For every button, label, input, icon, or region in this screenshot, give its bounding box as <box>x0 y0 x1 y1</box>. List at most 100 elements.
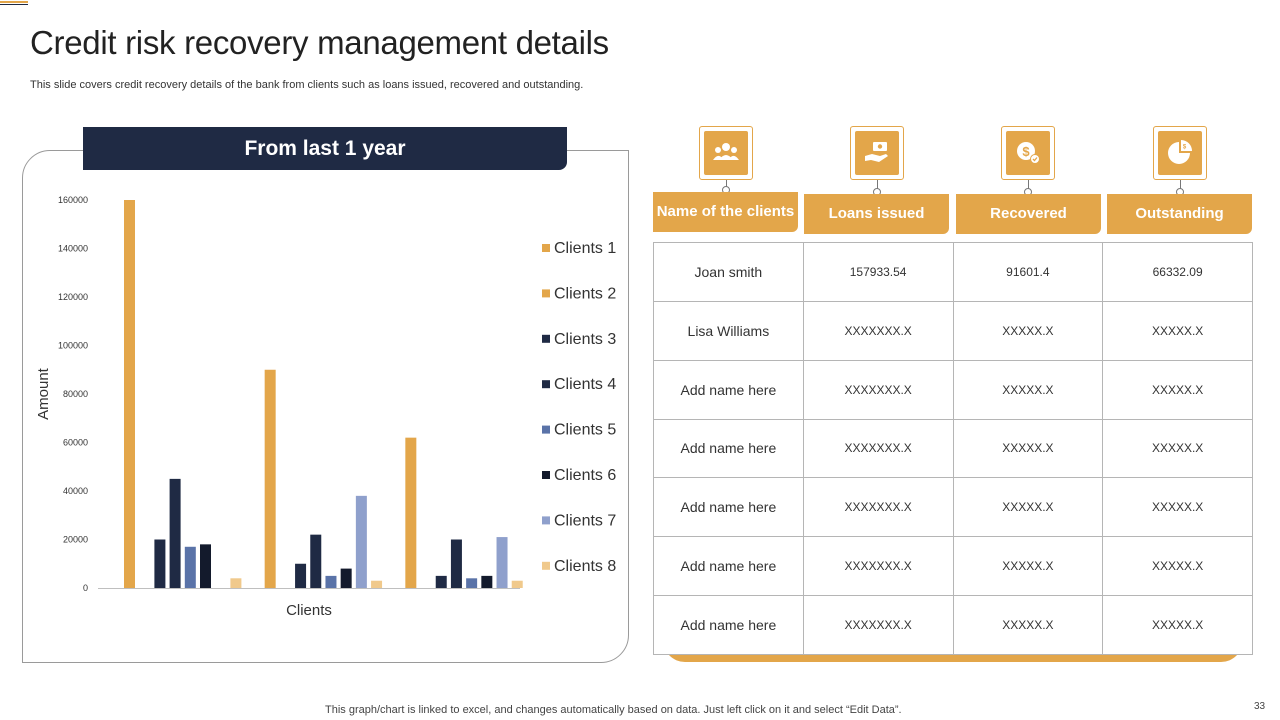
column-header-loans-issued: Loans issued <box>804 194 949 234</box>
bar-clients-4-g2[interactable] <box>310 534 322 588</box>
legend-label: Clients 7 <box>554 512 616 529</box>
client-name-cell: Lisa Williams <box>653 300 804 361</box>
client-name-cell: Add name here <box>653 536 804 597</box>
bar-clients-1-g3[interactable] <box>405 437 417 588</box>
page-title: Credit risk recovery management details <box>30 24 609 61</box>
recovered-cell: XXXXX.X <box>952 418 1104 479</box>
bar-clients-5-g1[interactable] <box>184 546 196 588</box>
footer-note: This graph/chart is linked to excel, and… <box>325 704 902 716</box>
legend-label: Clients 2 <box>554 285 616 302</box>
outstanding-cell: XXXXX.X <box>1102 477 1253 538</box>
bar-clients-4-g3[interactable] <box>450 539 462 589</box>
y-tick-label: 40000 <box>63 486 88 496</box>
outstanding-cell: XXXXX.X <box>1102 595 1253 655</box>
bar-clients-8-g1[interactable] <box>230 578 242 588</box>
users-group-icon <box>699 126 753 180</box>
table-row: Add name here XXXXXXX.X XXXXX.X XXXXX.X <box>653 477 1253 538</box>
table-row: Add name here XXXXXXX.X XXXXX.X XXXXX.X <box>653 359 1253 420</box>
loans-issued-cell: XXXXXXX.X <box>802 536 954 597</box>
client-name-cell: Add name here <box>653 477 804 538</box>
loans-issued-cell: XXXXXXX.X <box>802 595 954 655</box>
recovered-cell: 91601.4 <box>952 242 1104 302</box>
page-subtitle: This slide covers credit recovery detail… <box>30 79 584 91</box>
client-name-cell: Add name here <box>653 595 804 655</box>
bar-clients-1-g2[interactable] <box>264 369 276 588</box>
y-tick-label: 160000 <box>58 195 88 205</box>
legend-swatch <box>542 516 550 525</box>
column-header-outstanding: Outstanding <box>1107 194 1252 234</box>
bar-chart[interactable]: 0 20000 40000 60000 80000 100000 120000 140000 1… <box>0 0 640 680</box>
legend-swatch <box>542 380 550 389</box>
legend-label: Clients 4 <box>554 376 616 393</box>
pie-chart-icon: $ <box>1153 126 1207 180</box>
table-row: Add name here XXXXXXX.X XXXXX.X XXXXX.X <box>653 536 1253 597</box>
client-name-cell: Add name here <box>653 359 804 420</box>
outstanding-cell: 66332.09 <box>1102 242 1253 302</box>
loans-issued-cell: XXXXXXX.X <box>802 418 954 479</box>
client-table: Joan smith 157933.54 91601.4 66332.09 Li… <box>653 242 1253 655</box>
bar-clients-8-g2[interactable] <box>371 580 383 588</box>
legend-label: Clients 8 <box>554 558 616 575</box>
x-axis-label: Clients <box>286 602 332 619</box>
bar-clients-3-g1[interactable] <box>154 539 166 589</box>
loans-issued-cell: XXXXXXX.X <box>802 300 954 361</box>
outstanding-cell: XXXXX.X <box>1102 359 1253 420</box>
legend-label: Clients 5 <box>554 422 616 439</box>
client-name-cell: Joan smith <box>653 242 804 302</box>
corner-accent <box>0 0 28 6</box>
bar-clients-3-g2[interactable] <box>295 563 307 588</box>
bar-clients-5-g3[interactable] <box>466 578 478 588</box>
table-row: Add name here XXXXXXX.X XXXXX.X XXXXX.X <box>653 595 1253 655</box>
bar-clients-8-g3[interactable] <box>511 580 523 588</box>
recovered-cell: XXXXX.X <box>952 536 1104 597</box>
dollar-coin-icon: $ <box>1001 126 1055 180</box>
y-tick-label: 60000 <box>63 438 88 448</box>
recovered-cell: XXXXX.X <box>952 477 1104 538</box>
loans-issued-cell: 157933.54 <box>802 242 954 302</box>
outstanding-cell: XXXXX.X <box>1102 300 1253 361</box>
y-tick-label: 120000 <box>58 292 88 302</box>
chart-header: From last 1 year <box>83 127 567 170</box>
loans-issued-cell: XXXXXXX.X <box>802 477 954 538</box>
recovered-cell: XXXXX.X <box>952 359 1104 420</box>
bar-clients-1-g1[interactable] <box>124 200 135 588</box>
outstanding-cell: XXXXX.X <box>1102 418 1253 479</box>
page-number: 33 <box>1254 701 1266 712</box>
legend-label: Clients 6 <box>554 467 616 484</box>
y-tick-label: 100000 <box>58 341 88 351</box>
bar-clients-6-g2[interactable] <box>340 568 352 588</box>
outstanding-cell: XXXXX.X <box>1102 536 1253 597</box>
svg-text:$: $ <box>1022 144 1030 159</box>
column-header-name: Name of the clients <box>653 192 798 232</box>
legend-label: Clients 3 <box>554 331 616 348</box>
table-row: Lisa Williams XXXXXXX.X XXXXX.X XXXXX.X <box>653 300 1253 361</box>
loans-issued-cell: XXXXXXX.X <box>802 359 954 420</box>
bar-clients-5-g2[interactable] <box>325 575 337 588</box>
bar-clients-6-g1[interactable] <box>200 544 211 588</box>
legend-label: Clients 1 <box>554 240 616 257</box>
table-row: Add name here XXXXXXX.X XXXXX.X XXXXX.X <box>653 418 1253 479</box>
y-tick-label: 20000 <box>63 535 88 545</box>
bar-clients-4-g1[interactable] <box>169 478 181 588</box>
y-tick-label: 80000 <box>63 389 88 399</box>
legend-swatch <box>542 289 550 298</box>
legend-swatch <box>542 425 550 434</box>
recovered-cell: XXXXX.X <box>952 595 1104 655</box>
legend-swatch <box>542 334 550 343</box>
bar-clients-7-g3[interactable] <box>496 537 508 588</box>
legend-swatch <box>542 244 550 252</box>
bar-clients-3-g3[interactable] <box>435 575 447 588</box>
legend-swatch <box>542 561 550 570</box>
legend-swatch <box>542 471 550 479</box>
bar-clients-7-g2[interactable] <box>355 495 367 588</box>
y-tick-label: 0 <box>83 583 88 593</box>
client-name-cell: Add name here <box>653 418 804 479</box>
recovered-cell: XXXXX.X <box>952 300 1104 361</box>
y-tick-label: 140000 <box>58 244 88 254</box>
y-axis-label: Amount <box>35 367 52 420</box>
bar-clients-6-g3[interactable] <box>481 575 493 588</box>
column-header-recovered: Recovered <box>956 194 1101 234</box>
svg-text:$: $ <box>1183 145 1187 151</box>
hand-money-icon <box>850 126 904 180</box>
table-row: Joan smith 157933.54 91601.4 66332.09 <box>653 242 1253 302</box>
